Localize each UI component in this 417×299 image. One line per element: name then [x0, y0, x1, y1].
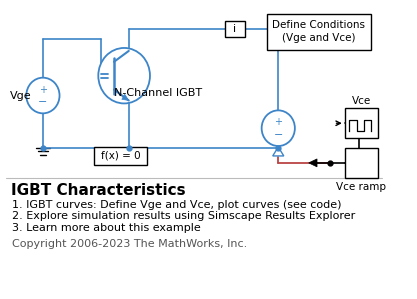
Text: +: + [39, 85, 47, 94]
Text: 3. Learn more about this example: 3. Learn more about this example [13, 223, 201, 233]
Text: N-Channel IGBT: N-Channel IGBT [114, 88, 202, 97]
Circle shape [261, 110, 295, 146]
Text: +: + [274, 117, 282, 127]
Text: Copyright 2006-2023 The MathWorks, Inc.: Copyright 2006-2023 The MathWorks, Inc. [13, 239, 248, 249]
Text: i: i [234, 24, 236, 34]
Polygon shape [309, 159, 317, 167]
Bar [267, 14, 371, 50]
Text: Define Conditions: Define Conditions [272, 20, 365, 30]
Text: IGBT Characteristics: IGBT Characteristics [10, 183, 185, 198]
Text: 1. IGBT curves: Define Vge and Vce, plot curves (see code): 1. IGBT curves: Define Vge and Vce, plot… [13, 199, 342, 210]
Text: −: − [274, 130, 283, 140]
Bar [345, 148, 378, 178]
Text: 2. Explore simulation results using Simscape Results Explorer: 2. Explore simulation results using Sims… [13, 211, 356, 222]
Text: Vce: Vce [352, 97, 371, 106]
Text: f(x) = 0: f(x) = 0 [100, 151, 140, 161]
Text: Vce ramp: Vce ramp [337, 182, 386, 192]
Text: Vge: Vge [10, 91, 32, 100]
Polygon shape [122, 94, 129, 100]
Text: (Vge and Vce): (Vge and Vce) [282, 33, 356, 43]
Circle shape [98, 48, 150, 103]
Bar [345, 108, 378, 138]
Text: −: − [38, 97, 48, 107]
Polygon shape [273, 147, 284, 156]
Bar [225, 21, 245, 37]
Circle shape [26, 78, 60, 113]
Bar [94, 147, 147, 165]
